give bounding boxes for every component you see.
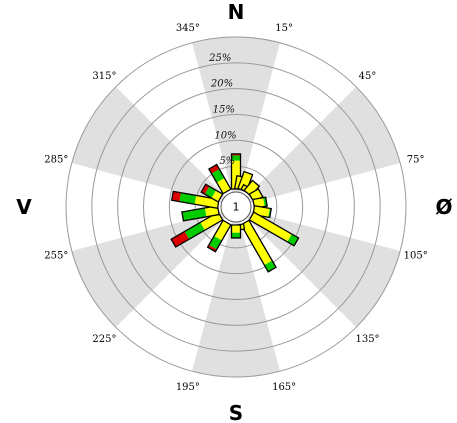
bar-outline (170, 211, 224, 248)
grid-ring (168, 139, 304, 275)
shaded-sector (71, 86, 237, 207)
radial-tick-label: 20% (210, 79, 233, 90)
sector-boundary-label: 45° (359, 71, 377, 82)
bar-segment (231, 155, 241, 161)
cardinal-west: V (16, 195, 32, 219)
bar-outline (181, 204, 220, 222)
bar-segment (244, 180, 260, 197)
radial-tick-label: 15% (213, 105, 235, 116)
bar-segment (241, 220, 273, 266)
sector-boundary-label: 105° (404, 251, 428, 262)
sector-boundary-label: 345° (176, 23, 200, 34)
shaded-sector (236, 86, 401, 207)
sector-boundary-label: 255° (44, 251, 68, 262)
grid-ring (91, 62, 381, 352)
bar-segment (249, 212, 292, 242)
bar-segment (208, 164, 220, 174)
bar-segment (231, 225, 241, 233)
sector-boundary-label: 315° (92, 71, 116, 82)
sector-boundary-label: 195° (176, 382, 200, 393)
bar-outline (208, 163, 232, 195)
cardinal-labels: N Ø S V (16, 0, 452, 423)
radial-tick-label: 25% (208, 53, 231, 64)
sector-boundary-label: 135° (355, 334, 379, 345)
sector-boundary-labels: 15° 45° 75° 105° 135° 165° 195° 225° 255° 285° 315… (44, 23, 427, 393)
calm-value: 1 (233, 201, 240, 214)
cardinal-north: N (228, 0, 245, 24)
bar-segment (231, 232, 241, 238)
bar-outline (240, 219, 277, 273)
bar-segment (263, 197, 268, 207)
bar-outline (230, 224, 242, 239)
shaded-sector (192, 207, 280, 377)
sector-boundary-label: 15° (275, 23, 293, 34)
bar-segment (184, 222, 205, 240)
bar-outline (252, 204, 273, 219)
bar-outline (206, 219, 232, 253)
bar-segment (171, 191, 181, 202)
sector-boundary-label: 75° (407, 154, 425, 165)
calm-circle (220, 191, 252, 223)
shaded-sector (192, 37, 280, 207)
direction-bars (170, 153, 300, 273)
cardinal-south: S (229, 401, 243, 423)
bar-segment (179, 192, 197, 205)
radial-tick-labels: 5% 10% 15% 20% 25% (208, 53, 236, 167)
radial-grid-rings (65, 36, 407, 378)
bar-outline (200, 183, 224, 203)
grid-ring (117, 88, 355, 326)
bar-segment (214, 220, 231, 241)
sector-boundary-label: 285° (44, 154, 68, 165)
outer-ring (65, 36, 407, 378)
bar-segment (200, 212, 223, 231)
radial-tick-label: 10% (214, 130, 236, 141)
bar-segment (171, 231, 190, 248)
bar-segment (216, 177, 231, 194)
bar-segment (237, 171, 253, 192)
bar-segment (207, 244, 217, 252)
radial-tick-label: 5% (219, 156, 235, 167)
sector-boundary-label: 225° (92, 334, 116, 345)
shaded-sector (236, 207, 401, 328)
grid-ring (143, 114, 329, 300)
bar-outline (248, 211, 300, 247)
calm-center: 1 (220, 191, 252, 223)
cardinal-east: Ø (435, 195, 452, 219)
sector-boundary-label: 165° (272, 382, 296, 393)
shaded-sector (71, 207, 237, 328)
bar-outline (170, 190, 220, 210)
bar-segment (201, 184, 210, 195)
